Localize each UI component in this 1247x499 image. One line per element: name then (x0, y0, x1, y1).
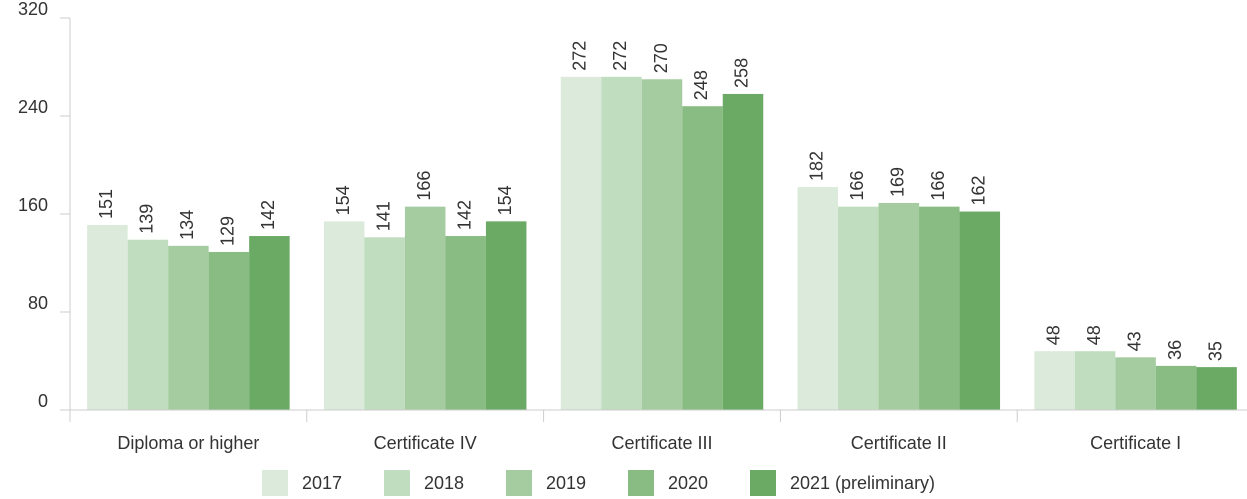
bar (364, 237, 405, 410)
data-label: 36 (1165, 340, 1185, 360)
legend-swatch (628, 470, 654, 496)
data-label: 162 (969, 176, 989, 206)
data-label: 154 (333, 185, 353, 215)
legend-swatch (384, 470, 410, 496)
legend-label: 2017 (302, 473, 342, 493)
legend-swatch (750, 470, 776, 496)
data-label: 48 (1084, 325, 1104, 345)
bar (1074, 351, 1116, 410)
bar (323, 221, 365, 410)
x-tick-label: Certificate I (1090, 433, 1181, 453)
bar (168, 245, 209, 410)
data-label: 166 (414, 171, 434, 201)
bar (445, 236, 486, 410)
legend-label: 2021 (preliminary) (790, 473, 935, 493)
data-label: 151 (96, 189, 116, 219)
bar (641, 79, 683, 410)
data-label: 272 (610, 41, 630, 71)
bar (838, 206, 879, 410)
data-label: 43 (1124, 331, 1144, 351)
data-label: 248 (691, 70, 711, 100)
data-label: 142 (258, 200, 278, 230)
bar (560, 76, 602, 411)
bar (601, 76, 642, 411)
data-label: 270 (651, 43, 671, 73)
x-tick-label: Diploma or higher (117, 433, 259, 453)
data-label: 35 (1205, 341, 1225, 361)
data-label: 139 (137, 204, 157, 234)
data-label: 48 (1043, 325, 1063, 345)
y-tick-label: 0 (38, 391, 48, 411)
bar (208, 251, 250, 410)
data-label: 134 (177, 210, 197, 240)
y-tick-label: 320 (18, 0, 48, 19)
bar (797, 187, 839, 410)
y-tick-label: 240 (18, 97, 48, 117)
bar (127, 239, 169, 410)
x-tick-label: Certificate III (611, 433, 712, 453)
bar (87, 225, 128, 410)
data-label: 141 (373, 201, 393, 231)
y-tick-label: 160 (18, 195, 48, 215)
data-label: 169 (888, 167, 908, 197)
bar (1115, 357, 1156, 410)
legend-label: 2018 (424, 473, 464, 493)
bar (1196, 367, 1237, 410)
data-label: 154 (495, 185, 515, 215)
bar (919, 206, 960, 410)
y-tick-label: 80 (28, 293, 48, 313)
bar (1034, 351, 1075, 410)
data-label: 129 (218, 216, 238, 246)
legend-swatch (262, 470, 288, 496)
legend-label: 2019 (546, 473, 586, 493)
x-tick-label: Certificate IV (374, 433, 477, 453)
bar (485, 221, 527, 410)
legend-label: 2020 (668, 473, 708, 493)
bar (249, 236, 290, 410)
bar (682, 106, 723, 410)
data-label: 272 (570, 41, 590, 71)
bar (722, 93, 764, 410)
data-label: 166 (928, 171, 948, 201)
legend-swatch (506, 470, 532, 496)
bar (878, 202, 920, 410)
bar (959, 211, 1001, 410)
data-label: 182 (807, 151, 827, 181)
bar (1155, 365, 1197, 410)
data-label: 258 (732, 58, 752, 88)
x-tick-label: Certificate II (851, 433, 947, 453)
bar (404, 206, 446, 410)
data-label: 166 (847, 171, 867, 201)
data-label: 142 (454, 200, 474, 230)
